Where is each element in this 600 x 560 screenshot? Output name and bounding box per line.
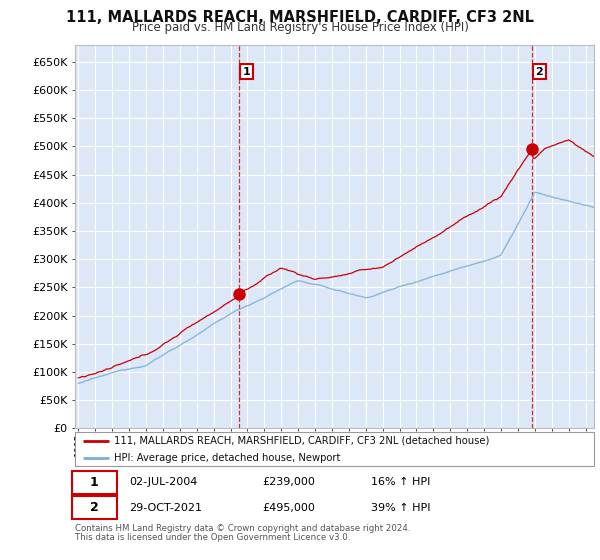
Text: £495,000: £495,000 — [262, 503, 315, 513]
Text: HPI: Average price, detached house, Newport: HPI: Average price, detached house, Newp… — [114, 452, 340, 463]
Text: 39% ↑ HPI: 39% ↑ HPI — [371, 503, 430, 513]
Text: 2: 2 — [90, 501, 98, 514]
Text: 2: 2 — [535, 67, 543, 77]
Text: 1: 1 — [242, 67, 250, 77]
Text: 111, MALLARDS REACH, MARSHFIELD, CARDIFF, CF3 2NL (detached house): 111, MALLARDS REACH, MARSHFIELD, CARDIFF… — [114, 436, 490, 446]
Text: 16% ↑ HPI: 16% ↑ HPI — [371, 478, 430, 488]
Text: 111, MALLARDS REACH, MARSHFIELD, CARDIFF, CF3 2NL: 111, MALLARDS REACH, MARSHFIELD, CARDIFF… — [66, 10, 534, 25]
Text: £239,000: £239,000 — [262, 478, 315, 488]
FancyBboxPatch shape — [73, 496, 116, 519]
Text: Contains HM Land Registry data © Crown copyright and database right 2024.: Contains HM Land Registry data © Crown c… — [75, 524, 410, 533]
Text: 29-OCT-2021: 29-OCT-2021 — [130, 503, 202, 513]
FancyBboxPatch shape — [73, 471, 116, 494]
Text: This data is licensed under the Open Government Licence v3.0.: This data is licensed under the Open Gov… — [75, 533, 350, 542]
Text: 02-JUL-2004: 02-JUL-2004 — [130, 478, 198, 488]
FancyBboxPatch shape — [75, 432, 594, 466]
Text: 1: 1 — [90, 476, 98, 489]
Text: Price paid vs. HM Land Registry's House Price Index (HPI): Price paid vs. HM Land Registry's House … — [131, 21, 469, 34]
